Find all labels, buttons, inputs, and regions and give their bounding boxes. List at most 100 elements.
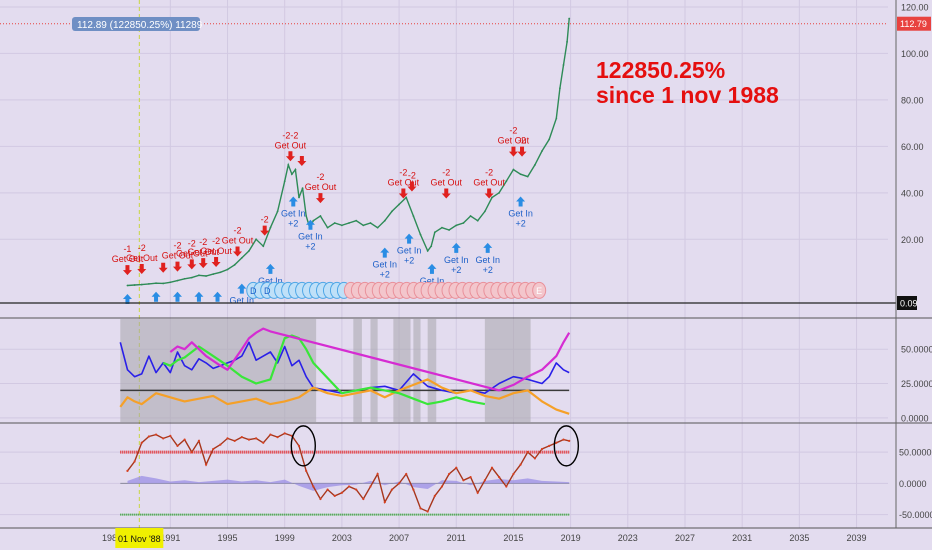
sell-signal[interactable]: Get Out-1 xyxy=(112,244,144,276)
sell-signal-count: -2 xyxy=(199,237,207,247)
sell-signal[interactable]: Get Out-2 xyxy=(126,243,158,274)
price-point xyxy=(190,276,193,279)
buy-signal-count: +2 xyxy=(515,218,525,228)
momentum-point xyxy=(162,437,165,440)
buy-signal-label: Get In xyxy=(508,208,533,218)
momentum-point xyxy=(233,439,236,442)
momentum-point xyxy=(140,441,143,444)
price-point xyxy=(133,284,136,286)
blue-line[interactable] xyxy=(119,341,570,394)
sell-signal[interactable]: -2 xyxy=(407,170,417,192)
sell-signal-count: -2 xyxy=(509,126,517,136)
sell-signal[interactable]: Get Out-2 xyxy=(162,241,194,272)
momentum-point xyxy=(419,507,422,510)
green-line[interactable] xyxy=(162,334,486,406)
sell-signal-label: Get Out xyxy=(126,253,158,263)
price-point xyxy=(269,226,272,229)
sell-signal[interactable]: Get Out-2 xyxy=(473,167,505,199)
sell-signal-label: Get Out xyxy=(187,247,219,257)
buy-signal[interactable] xyxy=(151,291,161,302)
momentum-point xyxy=(169,434,172,437)
sell-arrow-icon xyxy=(441,188,451,199)
sell-signal[interactable] xyxy=(297,155,307,166)
sell-signal-label: Get Out xyxy=(275,140,307,150)
sell-signal-count: -2 xyxy=(485,167,493,177)
legend-box[interactable]: 112.89 (122850.25%) 11289 xyxy=(72,17,203,31)
price-point xyxy=(283,180,286,183)
price-point xyxy=(290,173,293,176)
oscillator-tick-label: 0.0000 xyxy=(901,413,929,423)
momentum-pane[interactable] xyxy=(120,425,580,516)
momentum-point xyxy=(276,436,279,439)
buy-signal[interactable] xyxy=(172,291,182,302)
buy-signal-label: Get In xyxy=(444,255,469,265)
buy-signal[interactable]: Get In+2 xyxy=(444,242,469,275)
momentum-point xyxy=(312,485,315,488)
buy-signal-label: Get In xyxy=(258,276,283,286)
sell-signal[interactable]: Get Out-2 xyxy=(176,238,208,270)
buy-signal[interactable] xyxy=(122,294,132,305)
time-tick-label: 1999 xyxy=(275,533,295,543)
sell-signal[interactable]: Get Out-2 xyxy=(305,172,337,204)
momentum-point xyxy=(390,488,394,491)
sell-signal[interactable]: -2 xyxy=(517,136,527,157)
oscillator-pane[interactable] xyxy=(119,319,571,422)
sell-signal[interactable]: Get Out-2 xyxy=(498,126,530,157)
magenta-line[interactable] xyxy=(169,327,571,392)
oscillator-tick-label: 50.0000 xyxy=(901,345,932,355)
price-point xyxy=(562,64,565,66)
sell-signal[interactable]: Get Out-2 xyxy=(200,236,232,267)
buy-arrow-icon xyxy=(305,219,315,230)
price-tick-label: 20.00 xyxy=(901,235,924,245)
sell-signal[interactable]: Get Out-2 xyxy=(187,237,219,269)
time-tick-label: 2027 xyxy=(675,533,695,543)
momentum-point xyxy=(147,435,150,438)
buy-signal[interactable] xyxy=(213,291,223,302)
sell-signal-label: Get Out xyxy=(222,236,254,246)
sell-signal-count: -2 xyxy=(408,170,416,180)
momentum-point xyxy=(355,488,358,491)
buy-signal[interactable]: Get In+2 xyxy=(508,196,533,228)
buy-signal-count: +2 xyxy=(305,242,315,252)
orange-line[interactable] xyxy=(119,378,570,415)
sell-signal-count: -2 xyxy=(518,136,526,146)
buy-signal[interactable]: Get In xyxy=(230,283,255,306)
sell-signal[interactable]: Get Out-2 xyxy=(222,226,254,257)
sell-signal-count: -2 xyxy=(234,226,242,236)
buy-signal-label: Get In xyxy=(281,208,306,218)
sell-signal[interactable]: Get Out-2-2 xyxy=(275,130,307,162)
price-point xyxy=(391,210,393,213)
sell-signal-count: -2 xyxy=(188,238,196,248)
time-tick-label: 2007 xyxy=(389,533,409,543)
last-price-tag-bg xyxy=(897,16,931,31)
sell-signal[interactable]: Get Out-2 xyxy=(388,167,420,199)
buy-signal[interactable]: Get In+2 xyxy=(281,196,306,228)
buy-arrow-icon xyxy=(213,291,223,302)
buy-arrow-icon xyxy=(451,242,461,253)
sell-signal[interactable]: Get Out-2 xyxy=(430,167,463,199)
buy-signal[interactable]: Get In+2 xyxy=(373,247,398,280)
buy-arrow-icon xyxy=(194,291,204,302)
price-line[interactable] xyxy=(127,18,570,287)
sell-signal-label: Get Out xyxy=(200,246,232,256)
sell-arrow-icon xyxy=(517,146,527,157)
buy-signal[interactable]: Get In+2 xyxy=(475,242,500,275)
momentum-point xyxy=(240,436,243,439)
price-point xyxy=(412,215,415,217)
momentum-point xyxy=(519,463,522,466)
price-point xyxy=(526,175,529,178)
sell-arrow-icon xyxy=(122,265,132,276)
sell-signal[interactable]: -2 xyxy=(260,215,270,236)
sell-signal[interactable] xyxy=(158,262,168,273)
price-point xyxy=(566,40,568,43)
histogram-area[interactable] xyxy=(127,475,570,491)
buy-signal[interactable] xyxy=(194,291,204,302)
since-annotation: since 1 nov 1988 xyxy=(596,82,779,108)
buy-signal[interactable]: Get In+2 xyxy=(397,233,422,266)
buy-signal[interactable]: Get In+2 xyxy=(298,219,323,252)
buy-arrow-icon xyxy=(265,263,275,274)
momentum-point xyxy=(176,444,179,447)
